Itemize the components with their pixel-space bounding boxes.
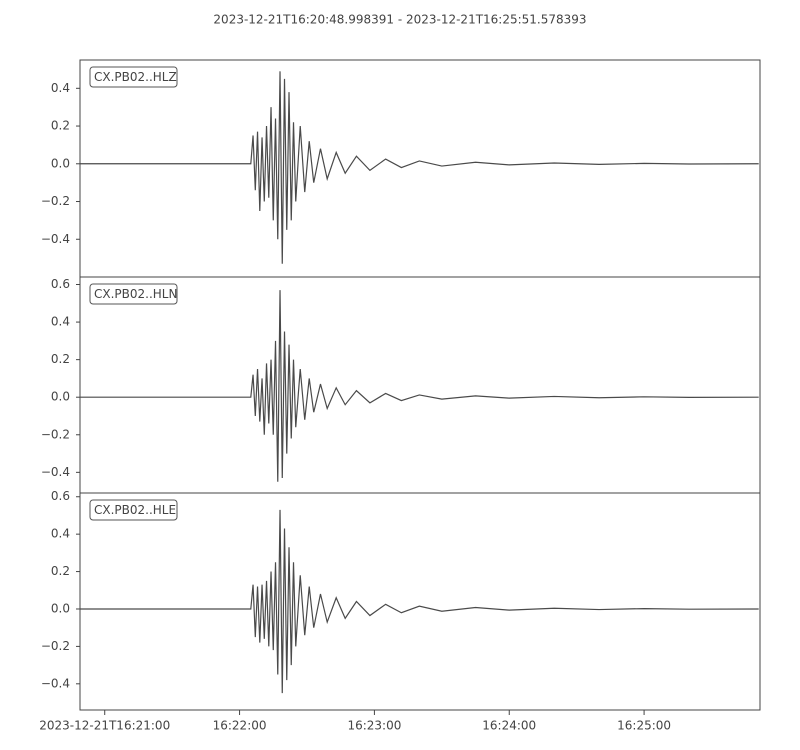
y-tick-label: 0.0 [51, 156, 70, 170]
trace-label-box [89, 283, 178, 305]
y-tick-label: 0.0 [51, 601, 70, 615]
y-tick-label: −0.4 [41, 465, 70, 479]
trace-label-box [89, 499, 178, 521]
y-tick-label: 0.4 [51, 527, 70, 541]
y-tick-label: 0.2 [51, 352, 70, 366]
y-tick-label: −0.4 [41, 232, 70, 246]
y-tick-label: 0.6 [51, 489, 70, 503]
y-tick-label: 0.0 [51, 390, 70, 404]
x-tick-label: 16:24:00 [482, 719, 536, 733]
x-tick-label: 16:23:00 [347, 719, 401, 733]
x-tick-label: 16:25:00 [617, 719, 671, 733]
waveform [80, 290, 759, 482]
trace-label: CX.PB02..HLN [94, 287, 177, 301]
y-tick-label: −0.2 [41, 194, 70, 208]
panel-frame [79, 492, 761, 711]
y-tick-label: −0.2 [41, 639, 70, 653]
y-tick-label: 0.2 [51, 564, 70, 578]
y-tick-label: 0.4 [51, 81, 70, 95]
x-tick-label: 16:22:00 [213, 719, 267, 733]
waveform [80, 71, 759, 264]
x-tick-label: 2023-12-21T16:21:00 [39, 719, 170, 733]
trace-label: CX.PB02..HLZ [94, 70, 177, 84]
y-tick-label: −0.4 [41, 676, 70, 690]
panel-frame [79, 59, 761, 278]
figure-title: 2023-12-21T16:20:48.998391 - 2023-12-21T… [213, 13, 586, 27]
y-tick-label: −0.2 [41, 427, 70, 441]
y-tick-label: 0.6 [51, 277, 70, 291]
panel-frame [79, 276, 761, 494]
trace-label-box [89, 66, 178, 88]
waveform [80, 509, 759, 694]
trace-label: CX.PB02..HLE [94, 503, 176, 517]
y-tick-label: 0.2 [51, 119, 70, 133]
y-tick-label: 0.4 [51, 315, 70, 329]
